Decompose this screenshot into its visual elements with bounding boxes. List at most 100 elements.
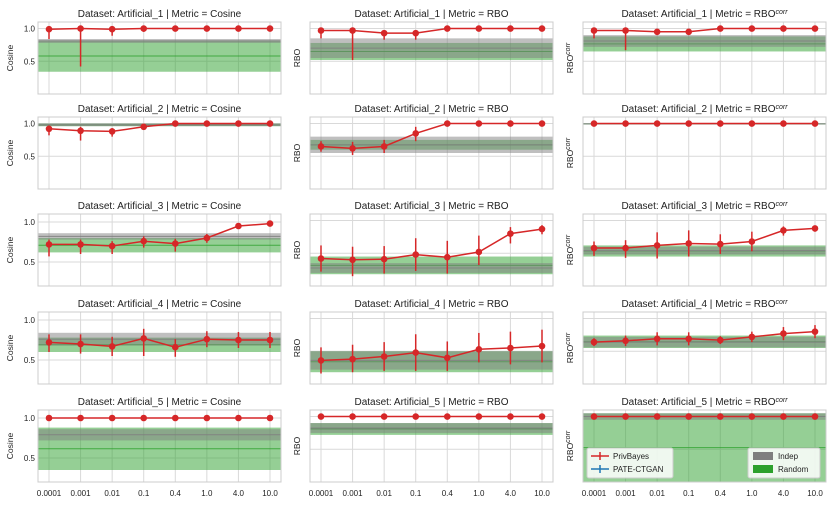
plot-frame <box>309 311 554 385</box>
subplot-title: Dataset: Artificial_3 | Metric = RBO <box>354 201 508 212</box>
data-point <box>507 230 514 237</box>
y-tick-label: 0.5 <box>24 356 36 365</box>
x-tick-label: 4.0 <box>778 489 790 498</box>
data-point <box>77 414 84 422</box>
x-tick-label: 0.0001 <box>37 489 62 498</box>
data-point <box>685 120 693 127</box>
y-tick-label: 0.5 <box>24 152 36 161</box>
plot-area <box>310 225 553 277</box>
y-axis-label: RBOcorr <box>565 430 576 461</box>
plot-area <box>38 120 281 141</box>
data-point <box>716 336 724 344</box>
data-point <box>748 25 756 32</box>
data-point <box>108 242 116 250</box>
data-point <box>622 337 629 345</box>
data-point <box>780 413 787 420</box>
subplot-title: Dataset: Artificial_4 | Metric = RBO <box>354 299 508 310</box>
data-point <box>349 413 356 420</box>
plot-frame <box>37 213 282 287</box>
data-point <box>317 357 325 364</box>
subplot-title: Dataset: Artificial_4 | Metric = Cosine <box>78 299 242 310</box>
data-point <box>475 346 483 353</box>
data-point <box>171 414 179 422</box>
subplot-title: Dataset: Artificial_5 | Metric = Cosine <box>78 397 242 408</box>
x-tick-label: 4.0 <box>233 489 245 498</box>
data-point <box>380 255 388 263</box>
subplot: Dataset: Artificial_3 | Metric = RBO RBO <box>292 201 554 287</box>
y-tick-label: 1.0 <box>24 414 36 423</box>
data-point <box>171 120 179 127</box>
series-line <box>320 345 543 362</box>
data-point <box>140 237 148 245</box>
data-point <box>235 336 242 344</box>
data-point <box>140 335 148 342</box>
data-point <box>45 241 53 248</box>
subplot: Dataset: Artificial_3 | Metric = RBOcorr… <box>565 201 827 287</box>
plot-area <box>310 120 553 155</box>
y-tick-label: 1.0 <box>24 120 36 129</box>
legend-label: PrivBayes <box>613 452 649 461</box>
data-point <box>622 120 629 127</box>
data-point <box>412 29 420 37</box>
series-line <box>320 122 542 150</box>
data-point <box>77 340 84 348</box>
plot-frame <box>309 21 554 95</box>
subplot-title: Dataset: Artificial_1 | Metric = RBO <box>354 9 508 20</box>
data-point <box>349 145 356 152</box>
data-point <box>716 120 724 127</box>
y-tick-label: 1.0 <box>24 25 36 34</box>
subplot: Dataset: Artificial_4 | Metric = RBOcorr… <box>565 299 827 385</box>
x-tick-label: 0.0001 <box>582 489 607 498</box>
plot-area <box>38 25 281 72</box>
data-point <box>475 120 483 127</box>
data-point <box>443 413 451 420</box>
data-point <box>538 120 546 127</box>
data-point <box>653 28 661 36</box>
data-point <box>685 240 693 247</box>
subplot-title: Dataset: Artificial_1 | Metric = Cosine <box>78 9 242 20</box>
data-point <box>590 338 598 346</box>
plot-background <box>583 117 826 189</box>
data-point <box>235 414 242 422</box>
data-point <box>266 120 274 127</box>
data-point <box>811 120 819 127</box>
data-point <box>811 25 819 32</box>
plot-area <box>583 25 826 52</box>
data-point <box>538 413 546 420</box>
data-point <box>203 414 211 422</box>
data-point <box>108 25 116 33</box>
data-point <box>171 343 179 351</box>
data-point <box>538 342 546 350</box>
data-point <box>507 120 514 127</box>
data-point <box>538 25 546 32</box>
data-point <box>266 25 274 32</box>
data-point <box>622 27 629 34</box>
x-tick-label: 0.01 <box>376 489 392 498</box>
legend: PrivBayes PATE-CTGAN Indep Random <box>586 447 821 479</box>
y-axis-label: RBOcorr <box>565 42 576 73</box>
y-axis-label: RBO <box>292 436 302 455</box>
data-point <box>475 248 483 256</box>
plot-frame <box>582 409 827 483</box>
plot-frame <box>309 409 554 483</box>
subplot-title: Dataset: Artificial_2 | Metric = Cosine <box>78 104 242 115</box>
series-line <box>48 27 270 30</box>
legend-label: Indep <box>778 452 799 461</box>
data-point <box>380 29 388 37</box>
plot-frame <box>582 116 827 190</box>
data-point <box>235 25 242 32</box>
y-axis-label: RBO <box>292 143 302 162</box>
data-point <box>622 413 629 420</box>
data-point <box>653 242 661 249</box>
data-point <box>235 120 242 127</box>
y-axis-label: RBOcorr <box>565 332 576 363</box>
legend-label: PATE-CTGAN <box>613 465 664 474</box>
plot-frame <box>37 409 282 483</box>
series-line <box>48 337 270 348</box>
plot-frame <box>309 213 554 287</box>
subplot: Dataset: Artificial_1 | Metric = Cosine 0… <box>5 9 282 95</box>
y-axis-label: Cosine <box>5 237 15 264</box>
data-point <box>780 120 787 127</box>
data-point <box>685 28 693 36</box>
plot-frame <box>582 311 827 385</box>
